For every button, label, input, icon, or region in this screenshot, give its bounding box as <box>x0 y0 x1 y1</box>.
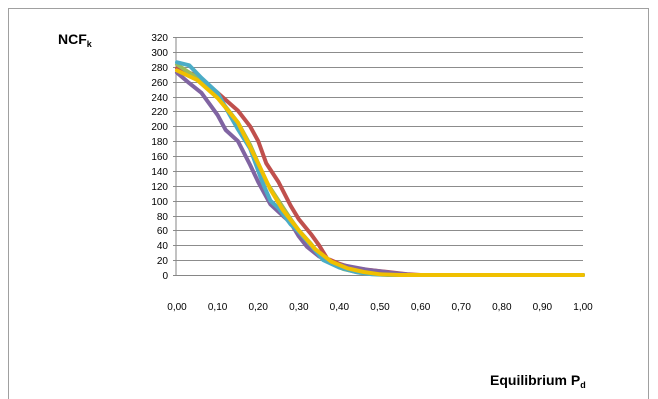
y-tick-label: 60 <box>157 226 169 237</box>
x-tick-label: 0,10 <box>208 302 228 313</box>
y-tick-label: 100 <box>151 197 168 208</box>
x-tick-label: 0,80 <box>492 302 512 313</box>
y-tick-label: 160 <box>151 152 168 163</box>
chart-frame <box>8 8 649 399</box>
y-tick-label: 240 <box>151 93 168 104</box>
series-line-5 <box>175 68 585 277</box>
y-tick-label: 220 <box>151 107 168 118</box>
x-tick-label: 0,70 <box>451 302 471 313</box>
y-tick-label: 80 <box>157 212 169 223</box>
x-tick-label: 0,60 <box>411 302 431 313</box>
series-line-4 <box>175 60 585 277</box>
y-tick-label: 320 <box>151 33 168 44</box>
y-tick-label: 280 <box>151 63 168 74</box>
y-tick-label: 260 <box>151 78 168 89</box>
x-tick-labels: 0,00 0,10 0,20 0,30 0,40 0,50 0,60 0,70 0,80 0,90… <box>167 302 593 313</box>
y-tick-label: 200 <box>151 122 168 133</box>
series-lines <box>175 60 585 277</box>
y-axis-label: NCFk <box>58 31 92 49</box>
y-tick-label: 0 <box>162 271 168 282</box>
x-tick-label: 1,00 <box>573 302 593 313</box>
series-line-2 <box>175 62 585 277</box>
series-line-3 <box>175 70 585 277</box>
y-tick-label: 300 <box>151 48 168 59</box>
x-tick-label: 0,00 <box>167 302 187 313</box>
y-tick-label: 140 <box>151 167 168 178</box>
y-tick-label: 120 <box>151 182 168 193</box>
y-tick-label: 180 <box>151 137 168 148</box>
x-tick-label: 0,30 <box>289 302 309 313</box>
x-tick-label: 0,20 <box>248 302 268 313</box>
x-tick-label: 0,90 <box>533 302 553 313</box>
x-tick-label: 0,50 <box>370 302 390 313</box>
y-tick-label: 20 <box>157 256 169 267</box>
x-axis-label: Equilibrium Pd <box>490 372 586 390</box>
y-tick-labels: 0 20 40 60 80 100 120 140 160 180 200 220 240 260 280 3… <box>151 33 168 282</box>
x-tick-label: 0,40 <box>330 302 350 313</box>
y-tick-label: 40 <box>157 241 169 252</box>
gridlines <box>173 37 583 276</box>
